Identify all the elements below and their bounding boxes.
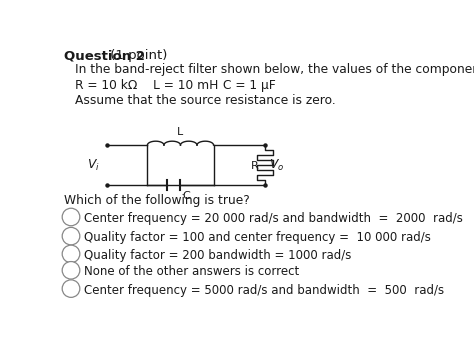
Text: Center frequency = 20 000 rad/s and bandwidth  =  2000  rad/s: Center frequency = 20 000 rad/s and band… (84, 212, 463, 225)
Text: $V_o$: $V_o$ (269, 158, 284, 173)
Ellipse shape (62, 245, 80, 263)
Text: R = 10 kΩ: R = 10 kΩ (75, 79, 137, 92)
Text: Quality factor = 100 and center frequency =  10 000 rad/s: Quality factor = 100 and center frequenc… (84, 231, 431, 244)
Text: R: R (251, 160, 259, 171)
Ellipse shape (62, 280, 80, 297)
Text: None of the other answers is correct: None of the other answers is correct (84, 266, 300, 278)
Text: L: L (177, 127, 183, 137)
Text: Assume that the source resistance is zero.: Assume that the source resistance is zer… (75, 94, 336, 107)
Ellipse shape (62, 227, 80, 245)
Text: Center frequency = 5000 rad/s and bandwidth  =  500  rad/s: Center frequency = 5000 rad/s and bandwi… (84, 284, 444, 297)
Ellipse shape (62, 262, 80, 279)
Ellipse shape (62, 208, 80, 226)
Text: Quality factor = 200 bandwidth = 1000 rad/s: Quality factor = 200 bandwidth = 1000 ra… (84, 249, 352, 262)
Text: L = 10 mH: L = 10 mH (153, 79, 219, 92)
Text: C: C (182, 191, 191, 201)
Text: C = 1 μF: C = 1 μF (223, 79, 275, 92)
Text: Which of the following is true?: Which of the following is true? (64, 194, 249, 207)
Text: $V_i$: $V_i$ (87, 158, 100, 173)
Text: (1 point): (1 point) (106, 49, 167, 62)
Text: Question 2: Question 2 (64, 49, 145, 62)
Text: In the band-reject filter shown below, the values of the components are as follo: In the band-reject filter shown below, t… (75, 63, 474, 76)
